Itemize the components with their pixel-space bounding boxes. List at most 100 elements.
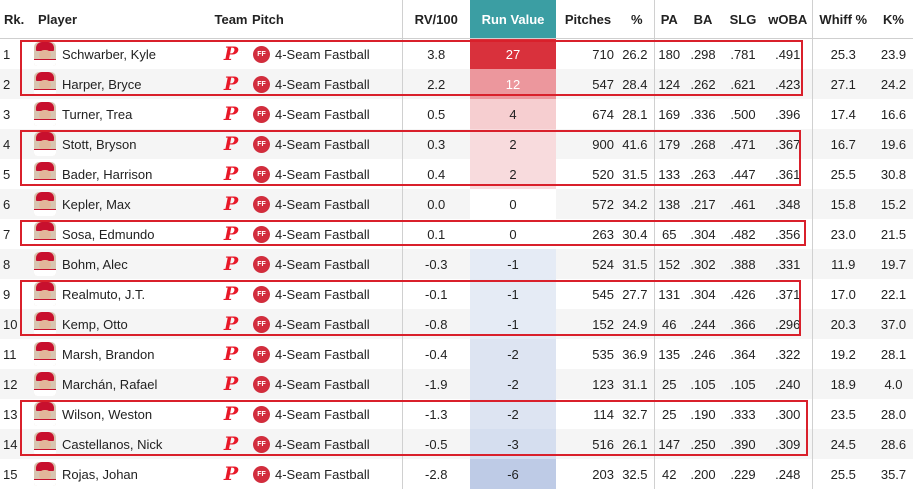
header-whiff[interactable]: Whiff % (811, 0, 874, 39)
pitch-cell: FF 4-Seam Fastball (252, 459, 402, 489)
run-value-cell: -1 (470, 279, 556, 309)
player-name-link[interactable]: Harper, Bryce (62, 76, 142, 92)
k-cell: 28.0 (880, 406, 907, 422)
player-info: Harper, Bryce (32, 72, 210, 96)
player-avatar (34, 42, 56, 66)
player-avatar (34, 402, 56, 426)
percent-cell: 31.1 (620, 369, 654, 399)
run-value-cell: 4 (470, 99, 556, 129)
header-percent[interactable]: % (620, 0, 654, 39)
pa-cell: 179 (653, 129, 684, 159)
player-name-link[interactable]: Sosa, Edmundo (62, 226, 155, 242)
pitch-name: 4-Seam Fastball (275, 466, 370, 482)
slg-cell: .621 (722, 69, 764, 99)
header-slg[interactable]: SLG (722, 0, 764, 39)
pa-cell: 124 (653, 69, 684, 99)
percent-cell: 26.2 (622, 46, 648, 62)
pitch-name: 4-Seam Fastball (275, 346, 370, 362)
pitch-name: 4-Seam Fastball (275, 166, 370, 182)
rank-cell: 15 (3, 466, 18, 482)
pitches-cell: 152 (556, 309, 620, 339)
ba-cell: .244 (684, 309, 722, 339)
team-cell: P (210, 399, 252, 429)
rv100-cell: 0.1 (401, 219, 470, 249)
player-info: Wilson, Weston (32, 402, 210, 426)
player-avatar (34, 192, 56, 216)
player-name-link[interactable]: Stott, Bryson (62, 136, 137, 152)
k-cell: 22.1 (880, 286, 907, 302)
header-pitches[interactable]: Pitches (556, 0, 620, 39)
header-team[interactable]: Team (210, 0, 252, 39)
whiff-cell: 17.4 (811, 99, 874, 129)
player-name-link[interactable]: Realmuto, J.T. (62, 286, 146, 302)
player-name-link[interactable]: Schwarber, Kyle (62, 46, 156, 62)
player-name-link[interactable]: Kepler, Max (62, 196, 131, 212)
player-name-link[interactable]: Marsh, Brandon (62, 346, 155, 362)
player-info: Kemp, Otto (32, 312, 210, 336)
k-cell: 24.2 (874, 69, 913, 99)
player-cell: Stott, Bryson (32, 129, 210, 159)
run-value-cell: -2 (470, 369, 556, 399)
phillies-logo-icon: P (223, 462, 239, 485)
player-name-link[interactable]: Kemp, Otto (62, 316, 128, 332)
fastball-badge-icon: FF (253, 75, 270, 93)
ba-cell: .190 (690, 406, 716, 422)
team-cell: P (210, 369, 252, 399)
player-cell: Turner, Trea (32, 99, 210, 129)
player-name-link[interactable]: Castellanos, Nick (62, 436, 163, 452)
pitch-name: 4-Seam Fastball (275, 76, 370, 92)
slg-cell: .426 (730, 286, 756, 302)
team-cell: P (210, 309, 252, 339)
fastball-badge-icon: FF (253, 225, 270, 243)
ba-cell: .262 (684, 69, 722, 99)
pitch-info: FF 4-Seam Fastball (252, 255, 402, 273)
player-info: Bohm, Alec (32, 252, 210, 276)
header-rank[interactable]: Rk. (0, 0, 32, 39)
woba-cell: .491 (775, 46, 801, 62)
pitch-name: 4-Seam Fastball (275, 406, 370, 422)
header-rv100[interactable]: RV/100 (401, 0, 470, 39)
header-woba[interactable]: wOBA (764, 0, 812, 39)
pitch-info: FF 4-Seam Fastball (252, 195, 402, 213)
player-name-link[interactable]: Rojas, Johan (62, 466, 138, 482)
phillies-logo-icon: P (223, 402, 239, 425)
percent-cell: 32.5 (622, 466, 648, 482)
header-player[interactable]: Player (32, 0, 210, 39)
header-run-value[interactable]: Run Value (470, 0, 556, 39)
fastball-badge-icon: FF (253, 135, 270, 153)
rank-cell: 4 (0, 129, 32, 159)
header-pitch[interactable]: Pitch (252, 0, 402, 39)
percent-cell: 31.5 (620, 249, 654, 279)
ba-cell: .263 (690, 166, 716, 182)
percent-cell: 24.9 (620, 309, 654, 339)
player-avatar (34, 72, 56, 96)
player-name-link[interactable]: Marchán, Rafael (62, 376, 158, 392)
whiff-cell: 25.5 (811, 159, 874, 189)
table-row: 6 Kepler, Max P FF 4-Seam Fastball 0.0 0 572 34.… (0, 189, 913, 219)
pitch-info: FF 4-Seam Fastball (252, 45, 402, 63)
rv100-cell: 0.3 (401, 129, 470, 159)
header-k[interactable]: K% (874, 0, 913, 39)
woba-cell: .300 (775, 406, 801, 422)
header-ba[interactable]: BA (684, 0, 722, 39)
team-cell: P (210, 129, 252, 159)
k-cell: 19.7 (874, 249, 913, 279)
rv100-cell: -2.8 (401, 459, 470, 489)
header-pa[interactable]: PA (653, 0, 684, 39)
player-cell: Marchán, Rafael (32, 369, 210, 399)
pitch-cell: FF 4-Seam Fastball (252, 69, 402, 99)
player-name-link[interactable]: Bohm, Alec (62, 256, 128, 272)
pitch-info: FF 4-Seam Fastball (252, 435, 402, 453)
player-avatar (34, 222, 56, 246)
k-cell: 21.5 (880, 226, 907, 242)
player-name-link[interactable]: Wilson, Weston (62, 406, 153, 422)
slg-cell: .229 (730, 466, 756, 482)
pitch-cell: FF 4-Seam Fastball (252, 159, 402, 189)
pitches-cell: 535 (592, 346, 614, 362)
whiff-cell: 27.1 (811, 69, 874, 99)
player-name-link[interactable]: Turner, Trea (62, 106, 133, 122)
woba-cell: .423 (764, 69, 812, 99)
woba-cell: .296 (764, 309, 812, 339)
player-name-link[interactable]: Bader, Harrison (62, 166, 153, 182)
phillies-logo-icon: P (223, 162, 239, 185)
